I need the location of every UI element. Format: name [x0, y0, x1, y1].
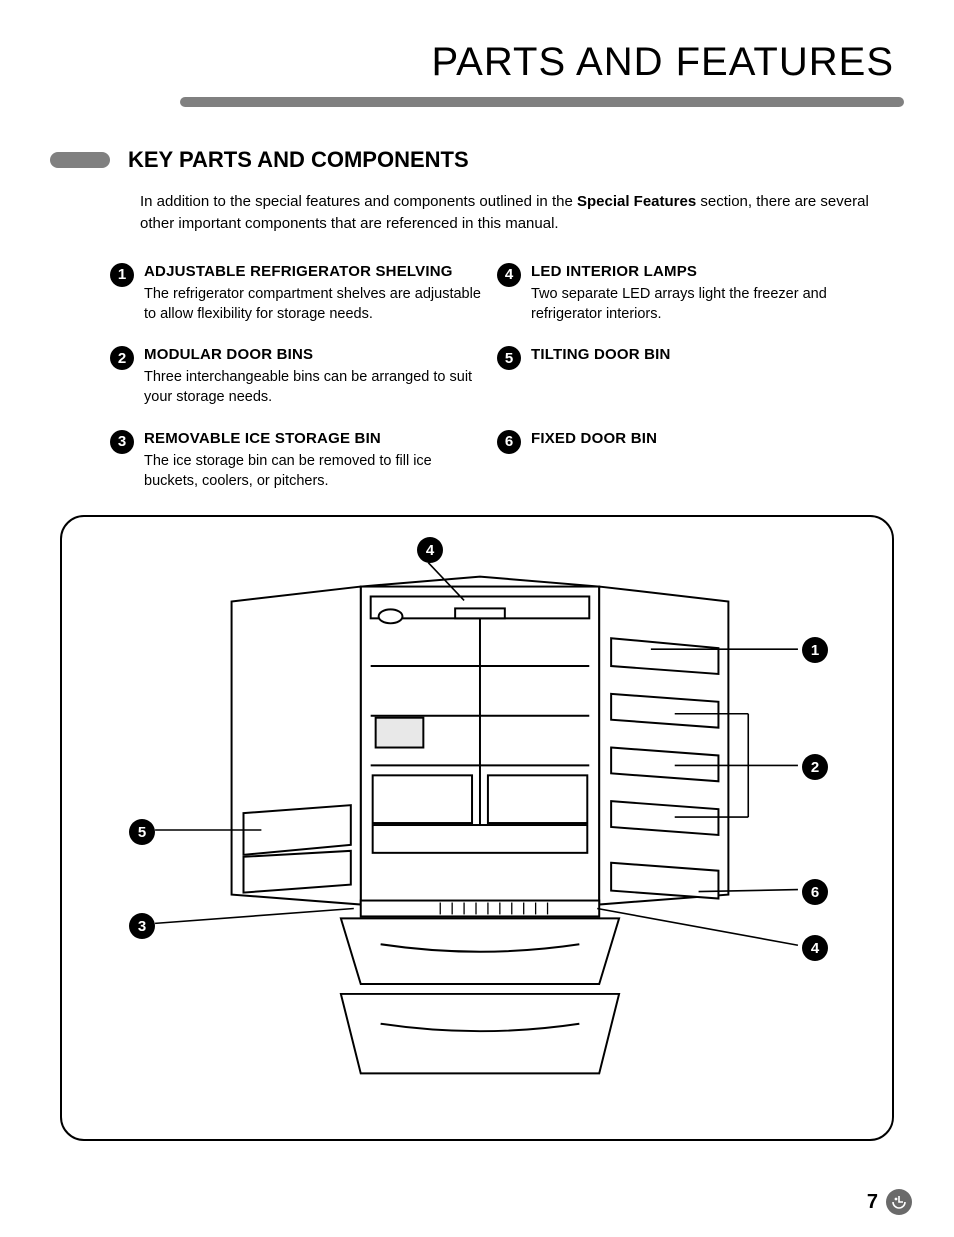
feature-item: 2 MODULAR DOOR BINS Three interchangeabl…: [110, 346, 487, 408]
section-header: KEY PARTS AND COMPONENTS: [50, 147, 904, 173]
page-number: 7: [867, 1191, 878, 1214]
page-footer: 7: [867, 1189, 912, 1215]
intro-text-1: In addition to the special features and …: [140, 193, 577, 210]
number-circle-icon: 5: [497, 346, 521, 370]
feature-item: 4 LED INTERIOR LAMPS Two separate LED ar…: [497, 263, 874, 325]
feature-title: ADJUSTABLE REFRIGERATOR SHELVING: [144, 263, 487, 280]
number-circle-icon: 6: [497, 430, 521, 454]
page-title: PARTS AND FEATURES: [50, 40, 894, 85]
number-circle-icon: 4: [497, 263, 521, 287]
lg-logo-icon: [886, 1189, 912, 1215]
number-circle-icon: 2: [110, 346, 134, 370]
feature-title: TILTING DOOR BIN: [531, 346, 874, 363]
feature-item: 6 FIXED DOOR BIN: [497, 430, 874, 492]
feature-desc: The ice storage bin can be removed to fi…: [144, 451, 487, 492]
feature-desc: Two separate LED arrays light the freeze…: [531, 284, 874, 325]
divider-bar: [180, 97, 904, 107]
features-grid: 1 ADJUSTABLE REFRIGERATOR SHELVING The r…: [110, 263, 874, 492]
feature-title: MODULAR DOOR BINS: [144, 346, 487, 363]
feature-title: LED INTERIOR LAMPS: [531, 263, 874, 280]
feature-title: REMOVABLE ICE STORAGE BIN: [144, 430, 487, 447]
feature-desc: Three interchangeable bins can be arrang…: [144, 367, 487, 408]
feature-desc: The refrigerator compartment shelves are…: [144, 284, 487, 325]
number-circle-icon: 3: [110, 430, 134, 454]
feature-title: FIXED DOOR BIN: [531, 430, 874, 447]
feature-item: 5 TILTING DOOR BIN: [497, 346, 874, 408]
section-pill-icon: [50, 152, 110, 168]
refrigerator-diagram: [62, 517, 892, 1139]
feature-item: 1 ADJUSTABLE REFRIGERATOR SHELVING The r…: [110, 263, 487, 325]
intro-paragraph: In addition to the special features and …: [140, 191, 904, 235]
number-circle-icon: 1: [110, 263, 134, 287]
feature-item: 3 REMOVABLE ICE STORAGE BIN The ice stor…: [110, 430, 487, 492]
intro-bold: Special Features: [577, 193, 696, 210]
diagram-frame: 4125634: [60, 515, 894, 1141]
section-title: KEY PARTS AND COMPONENTS: [128, 147, 469, 173]
